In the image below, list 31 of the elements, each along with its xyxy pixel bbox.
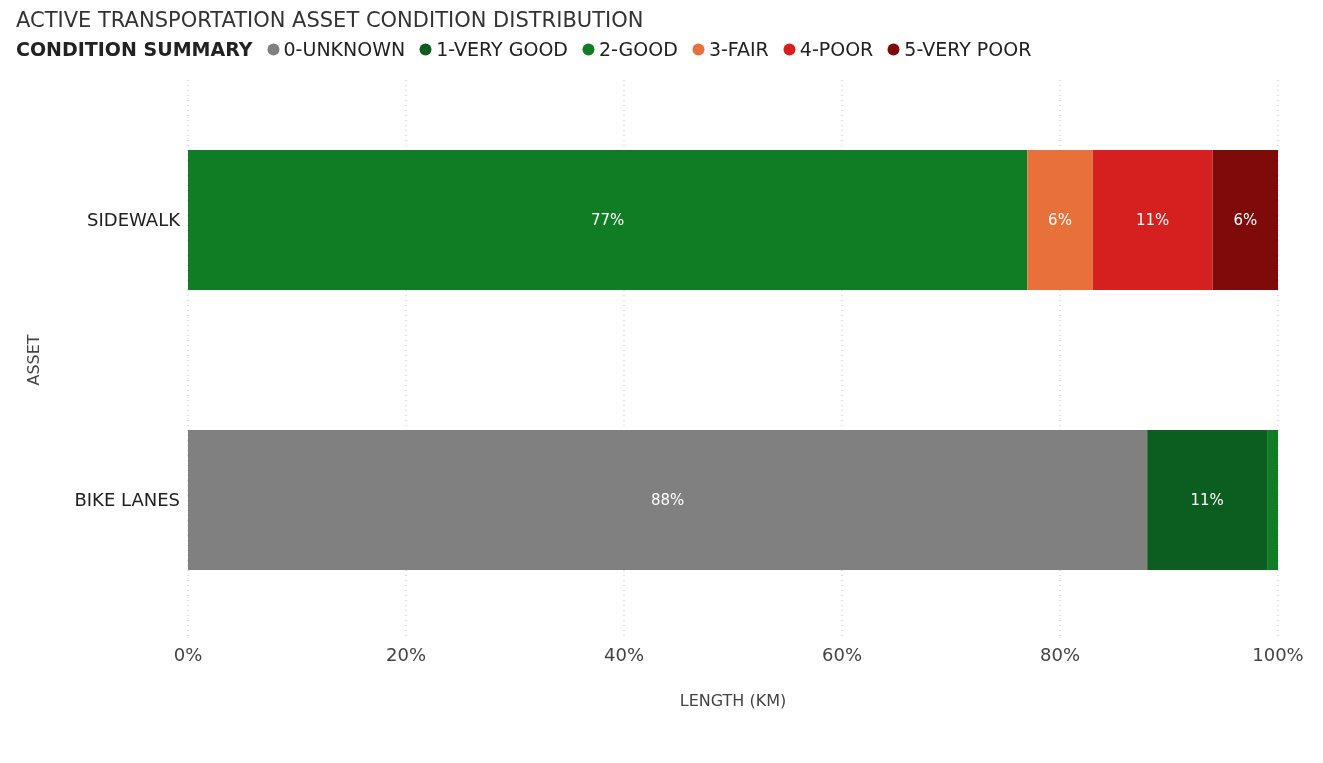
legend-label: 0-UNKNOWN <box>282 38 406 60</box>
legend-label: 1-VERY GOOD <box>435 38 568 60</box>
data-label: 88% <box>650 491 685 509</box>
legend-label: 2-GOOD <box>597 38 678 60</box>
x-tick-label: 40% <box>603 643 645 665</box>
legend-label: 4-POOR <box>798 38 874 60</box>
x-tick-label: 80% <box>1039 643 1081 665</box>
y-axis-title: ASSET <box>23 334 43 386</box>
data-label: 6% <box>1233 211 1258 229</box>
bar <box>188 150 1028 290</box>
bar <box>1147 430 1268 570</box>
y-tick-label: BIKE LANES <box>74 489 180 511</box>
legend-label: 3-FAIR <box>707 38 769 60</box>
x-tick-label: 100% <box>1252 643 1304 665</box>
x-axis-title: LENGTH (KM) <box>679 691 787 710</box>
legend-title: CONDITION SUMMARY <box>16 38 253 60</box>
x-tick-label: 0% <box>173 643 203 665</box>
bar <box>1212 150 1278 290</box>
bar <box>1092 150 1213 290</box>
x-tick-label: 20% <box>385 643 427 665</box>
x-tick-label: 60% <box>821 643 863 665</box>
data-label: 11% <box>1135 211 1170 229</box>
y-tick-label: SIDEWALK <box>87 209 182 231</box>
bar <box>1027 150 1093 290</box>
bar <box>1267 430 1278 570</box>
data-label: 6% <box>1048 211 1072 229</box>
chart-title: ACTIVE TRANSPORTATION ASSET CONDITION DISTRIBUTION <box>16 8 645 32</box>
data-label: 11% <box>1190 491 1224 509</box>
bar <box>188 430 1148 570</box>
data-label: 77% <box>590 211 625 229</box>
legend-label: 5-VERY POOR <box>903 38 1032 60</box>
